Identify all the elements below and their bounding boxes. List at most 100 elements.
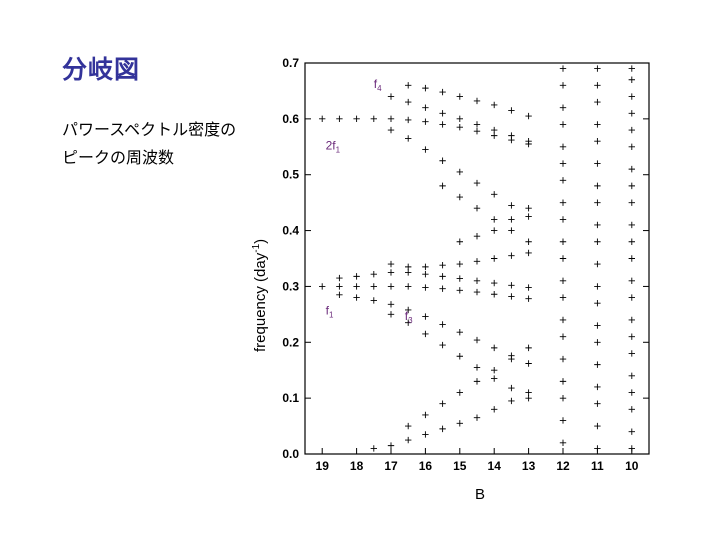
data-point xyxy=(628,333,635,340)
data-point xyxy=(439,285,446,292)
data-point xyxy=(508,107,515,114)
data-point xyxy=(491,216,498,223)
data-point xyxy=(628,110,635,117)
data-point xyxy=(473,97,481,105)
data-point xyxy=(439,341,446,349)
data-point xyxy=(508,384,515,392)
data-point xyxy=(387,115,395,123)
data-point xyxy=(422,104,429,111)
data-point xyxy=(491,132,498,139)
x-tick-label: 14 xyxy=(488,459,502,473)
data-point xyxy=(508,227,515,234)
plot-frame xyxy=(304,62,650,455)
data-point xyxy=(628,372,635,379)
data-point xyxy=(594,361,601,368)
data-point xyxy=(456,275,463,282)
annotation-label: f4 xyxy=(374,77,382,93)
x-axis-title: B xyxy=(475,486,485,503)
data-point xyxy=(405,283,412,290)
data-point xyxy=(439,110,446,117)
data-point xyxy=(525,238,532,245)
data-point xyxy=(628,294,635,301)
data-point xyxy=(559,316,567,324)
data-point xyxy=(559,417,567,424)
data-point xyxy=(473,205,481,212)
data-point xyxy=(439,321,446,328)
data-point xyxy=(491,279,498,287)
data-point xyxy=(370,283,377,290)
data-point xyxy=(508,282,515,289)
data-point xyxy=(559,355,567,363)
data-point xyxy=(405,319,412,326)
data-point xyxy=(559,65,567,72)
data-point xyxy=(594,238,601,245)
data-point xyxy=(594,98,601,106)
data-point xyxy=(559,255,567,262)
x-axis: 19 18 17 16 15 14 13 12 11 10 xyxy=(316,448,639,473)
data-point xyxy=(508,252,515,259)
data-point xyxy=(370,445,377,452)
data-point xyxy=(594,199,601,206)
data-point xyxy=(559,439,567,447)
x-tick-label: 10 xyxy=(625,459,639,473)
data-point xyxy=(405,422,412,430)
data-point xyxy=(628,445,635,452)
data-point xyxy=(594,299,601,307)
data-point xyxy=(405,263,412,271)
data-point xyxy=(491,126,498,134)
data-point xyxy=(387,301,395,308)
data-point xyxy=(370,297,377,304)
x-tick-label: 19 xyxy=(316,459,330,473)
data-point xyxy=(491,255,498,262)
data-point xyxy=(439,157,446,164)
slide-title: 分岐図 xyxy=(62,55,141,84)
data-point xyxy=(559,199,567,206)
data-point xyxy=(525,360,532,367)
data-point xyxy=(456,260,463,268)
data-point xyxy=(456,287,463,294)
data-point xyxy=(405,116,412,124)
y-tick-label: 0.5 xyxy=(282,168,299,182)
data-point xyxy=(594,445,601,452)
data-point xyxy=(370,115,377,123)
data-point xyxy=(491,227,498,234)
data-point xyxy=(508,216,515,223)
data-point xyxy=(508,397,515,405)
data-point xyxy=(628,93,635,100)
data-point xyxy=(525,394,532,402)
y-axis-title: frequency (day-1) xyxy=(251,239,269,352)
data-point xyxy=(405,436,412,444)
data-point xyxy=(456,353,463,360)
data-point xyxy=(559,216,567,223)
data-point xyxy=(628,199,635,206)
annotations: f4 2f1 f1 f3 xyxy=(326,77,413,325)
y-tick-label: 0.2 xyxy=(282,335,299,349)
data-point xyxy=(559,238,567,245)
data-point xyxy=(508,132,515,139)
data-point xyxy=(628,406,635,413)
data-point xyxy=(559,143,567,150)
data-point xyxy=(387,269,395,276)
data-point xyxy=(456,238,463,245)
annotation-label: 2f1 xyxy=(326,139,341,155)
x-tick-label: 18 xyxy=(350,459,364,473)
data-point xyxy=(422,118,429,125)
data-point xyxy=(319,283,326,290)
data-point xyxy=(491,406,498,413)
data-point xyxy=(456,193,463,201)
data-point xyxy=(559,121,567,128)
data-point xyxy=(456,124,463,131)
data-point xyxy=(439,88,446,96)
data-point xyxy=(422,263,429,271)
data-point xyxy=(370,270,377,278)
data-point xyxy=(628,238,635,245)
data-point xyxy=(491,101,498,109)
data-point xyxy=(491,344,498,352)
data-point xyxy=(594,160,601,167)
data-point xyxy=(628,221,635,229)
data-point xyxy=(628,182,635,190)
data-point xyxy=(473,232,481,240)
y-tick-label: 0.6 xyxy=(282,112,299,126)
data-point xyxy=(319,115,326,123)
